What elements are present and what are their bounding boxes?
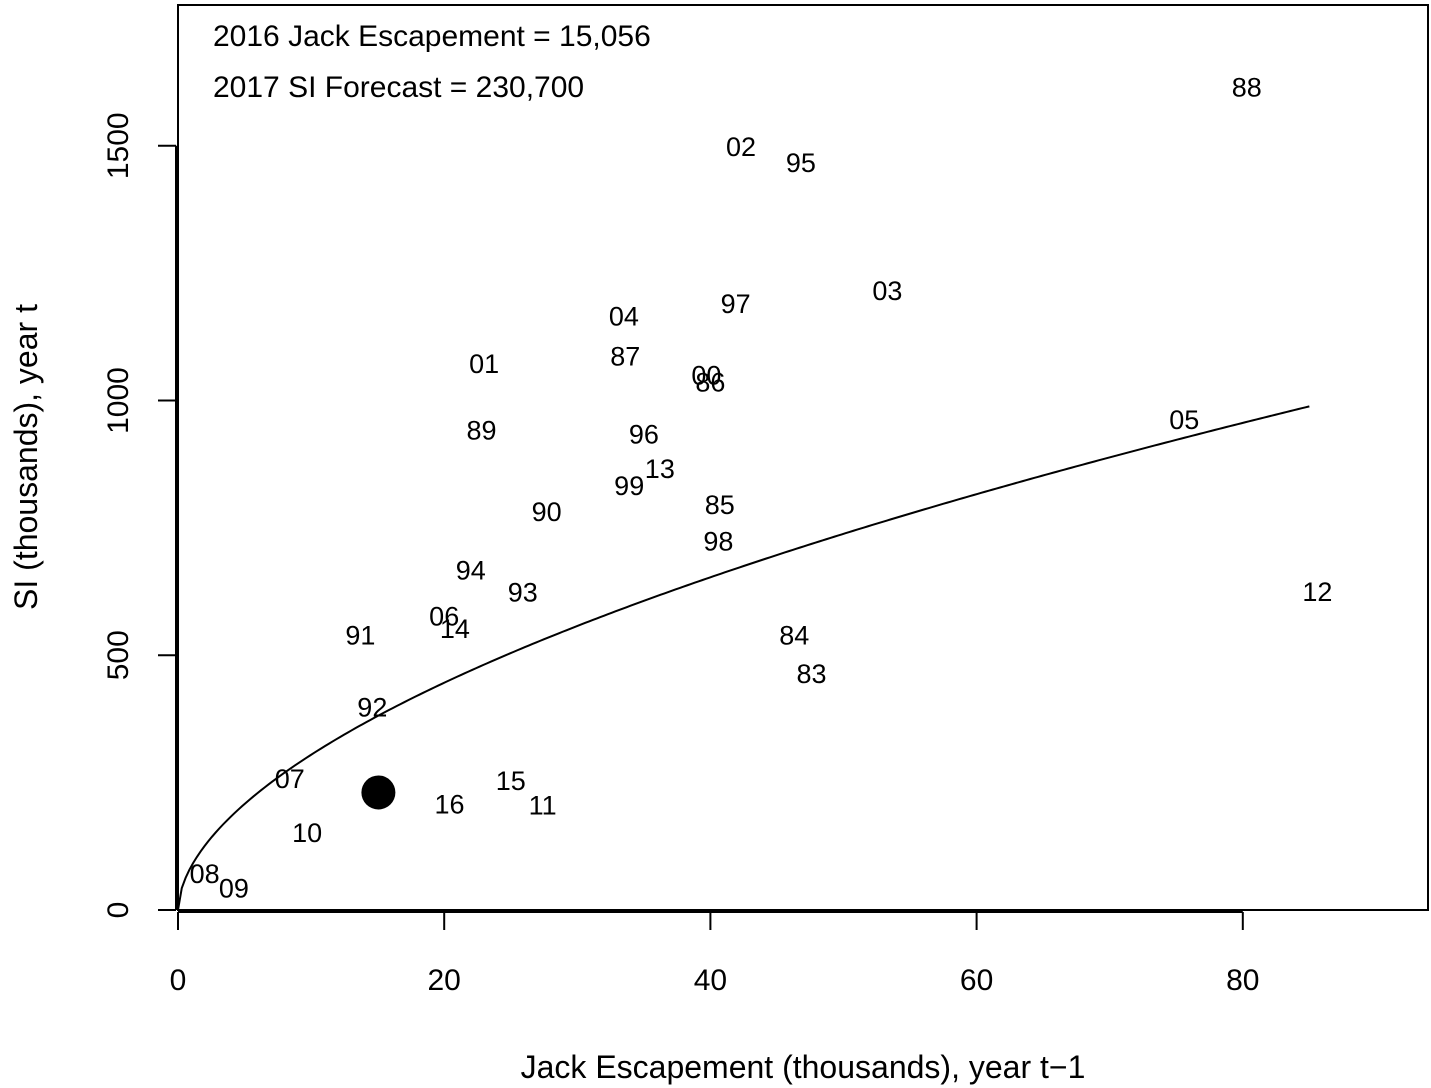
point-label-00: 00 bbox=[691, 361, 721, 391]
point-label-07: 07 bbox=[275, 764, 305, 794]
point-label-01: 01 bbox=[469, 349, 499, 379]
x-tick-label: 40 bbox=[694, 964, 727, 997]
forecast-point bbox=[361, 775, 396, 810]
y-tick-label: 0 bbox=[102, 902, 135, 919]
point-label-98: 98 bbox=[703, 527, 733, 557]
point-label-13: 13 bbox=[645, 454, 675, 484]
fit-curve bbox=[177, 405, 1310, 911]
point-label-10: 10 bbox=[292, 818, 322, 848]
point-label-03: 03 bbox=[872, 276, 902, 306]
annotation-jack-escapement: 2016 Jack Escapement = 15,056 bbox=[213, 20, 651, 53]
annotation-si-forecast: 2017 SI Forecast = 230,700 bbox=[213, 71, 584, 104]
plot-frame bbox=[177, 4, 1429, 911]
y-tick-label: 500 bbox=[102, 630, 135, 680]
point-label-14: 14 bbox=[440, 614, 470, 644]
y-ticks: 0 500 1000 1500 bbox=[102, 112, 176, 918]
point-label-09: 09 bbox=[219, 874, 249, 904]
x-tick-label: 80 bbox=[1226, 964, 1259, 997]
point-label-08: 08 bbox=[190, 859, 220, 889]
point-label-84: 84 bbox=[779, 620, 809, 650]
point-label-11: 11 bbox=[529, 791, 557, 821]
point-label-89: 89 bbox=[466, 416, 496, 446]
point-label-87: 87 bbox=[610, 342, 640, 372]
point-label-12: 12 bbox=[1302, 577, 1332, 607]
point-label-15: 15 bbox=[496, 766, 526, 796]
x-axis: 0 20 40 60 80 bbox=[170, 911, 1259, 997]
point-label-93: 93 bbox=[508, 578, 538, 608]
point-label-83: 83 bbox=[797, 659, 827, 689]
point-label-95: 95 bbox=[786, 148, 816, 178]
y-axis: 0 500 1000 1500 bbox=[102, 112, 177, 918]
point-label-92: 92 bbox=[357, 693, 387, 723]
x-tick-label: 0 bbox=[170, 964, 187, 997]
x-tick-label: 20 bbox=[428, 964, 461, 997]
point-label-06: 06 bbox=[429, 602, 459, 632]
point-label-04: 04 bbox=[609, 301, 639, 331]
point-label-94: 94 bbox=[456, 556, 486, 586]
y-axis-title: SI (thousands), year t bbox=[8, 304, 44, 610]
point-label-16: 16 bbox=[435, 790, 465, 820]
point-label-96: 96 bbox=[629, 420, 659, 450]
x-ticks: 0 20 40 60 80 bbox=[170, 912, 1259, 997]
point-label-97: 97 bbox=[721, 289, 751, 319]
point-label-05: 05 bbox=[1169, 405, 1199, 435]
point-label-02: 02 bbox=[726, 132, 756, 162]
point-label-90: 90 bbox=[532, 497, 562, 527]
point-label-85: 85 bbox=[705, 490, 735, 520]
y-tick-label: 1500 bbox=[102, 112, 135, 179]
point-label-99: 99 bbox=[614, 471, 644, 501]
point-label-86: 86 bbox=[695, 368, 725, 398]
point-label-91: 91 bbox=[345, 620, 375, 650]
x-axis-title: Jack Escapement (thousands), year t−1 bbox=[521, 1049, 1086, 1085]
x-tick-label: 60 bbox=[960, 964, 993, 997]
y-tick-label: 1000 bbox=[102, 367, 135, 434]
point-label-88: 88 bbox=[1232, 73, 1262, 103]
